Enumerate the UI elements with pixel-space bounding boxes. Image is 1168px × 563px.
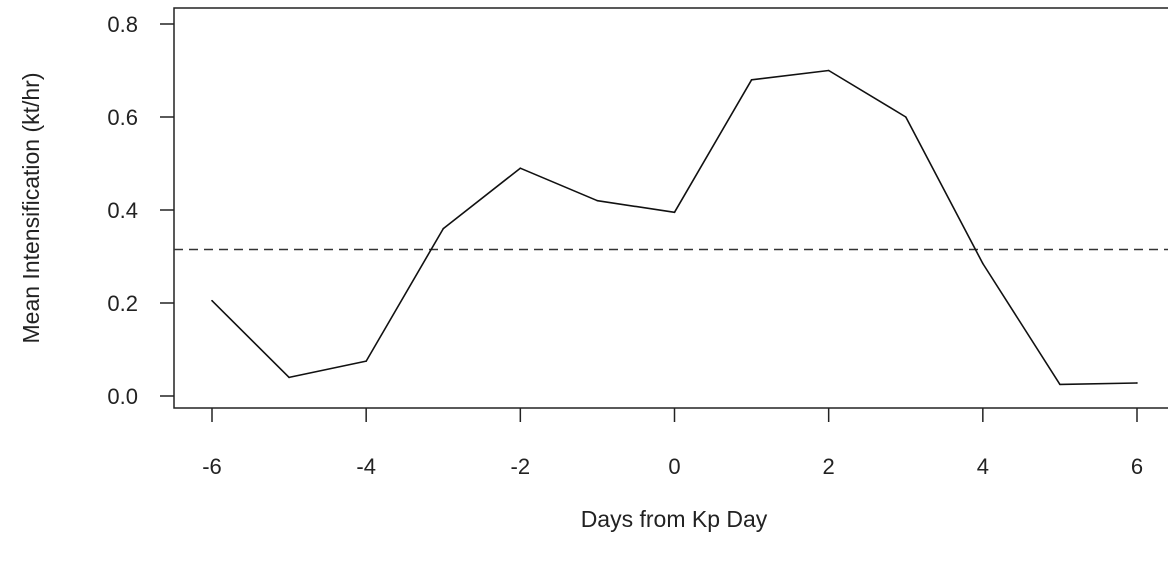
x-tick-label: -4 [356, 454, 376, 479]
series-line [211, 69, 1138, 386]
y-tick-label: 0.2 [107, 291, 138, 316]
data-point [1136, 382, 1138, 384]
y-tick-label: 0.6 [107, 105, 138, 130]
series-points [211, 69, 1138, 386]
data-point [904, 116, 907, 118]
x-tick-label: 0 [668, 454, 680, 479]
data-point [288, 376, 290, 379]
x-tick-label: -2 [511, 454, 531, 479]
x-axis-title: Days from Kp Day [581, 506, 768, 532]
y-axis-title: Mean Intensification (kt/hr) [18, 72, 44, 343]
data-point [673, 211, 676, 214]
y-tick-label: 0.0 [107, 384, 138, 409]
y-tick-label: 0.4 [107, 198, 138, 223]
plot-frame [173, 7, 1168, 409]
data-point [442, 227, 445, 230]
data-point [750, 79, 753, 81]
data-point [827, 69, 830, 72]
x-tick-label: 4 [977, 454, 989, 479]
x-tick-label: 2 [823, 454, 835, 479]
data-point [982, 262, 984, 265]
y-tick-label: 0.8 [107, 12, 138, 37]
y-axis: 0.0 0.2 0.4 0.6 0.8 [107, 12, 174, 409]
x-axis: -6 -4 -2 0 2 4 6 [202, 408, 1143, 479]
x-tick-label: -6 [202, 454, 222, 479]
data-point [596, 199, 599, 202]
data-point [519, 167, 522, 169]
data-point [1059, 383, 1061, 386]
data-point [211, 299, 213, 302]
data-point [365, 360, 367, 362]
x-tick-label: 6 [1131, 454, 1143, 479]
